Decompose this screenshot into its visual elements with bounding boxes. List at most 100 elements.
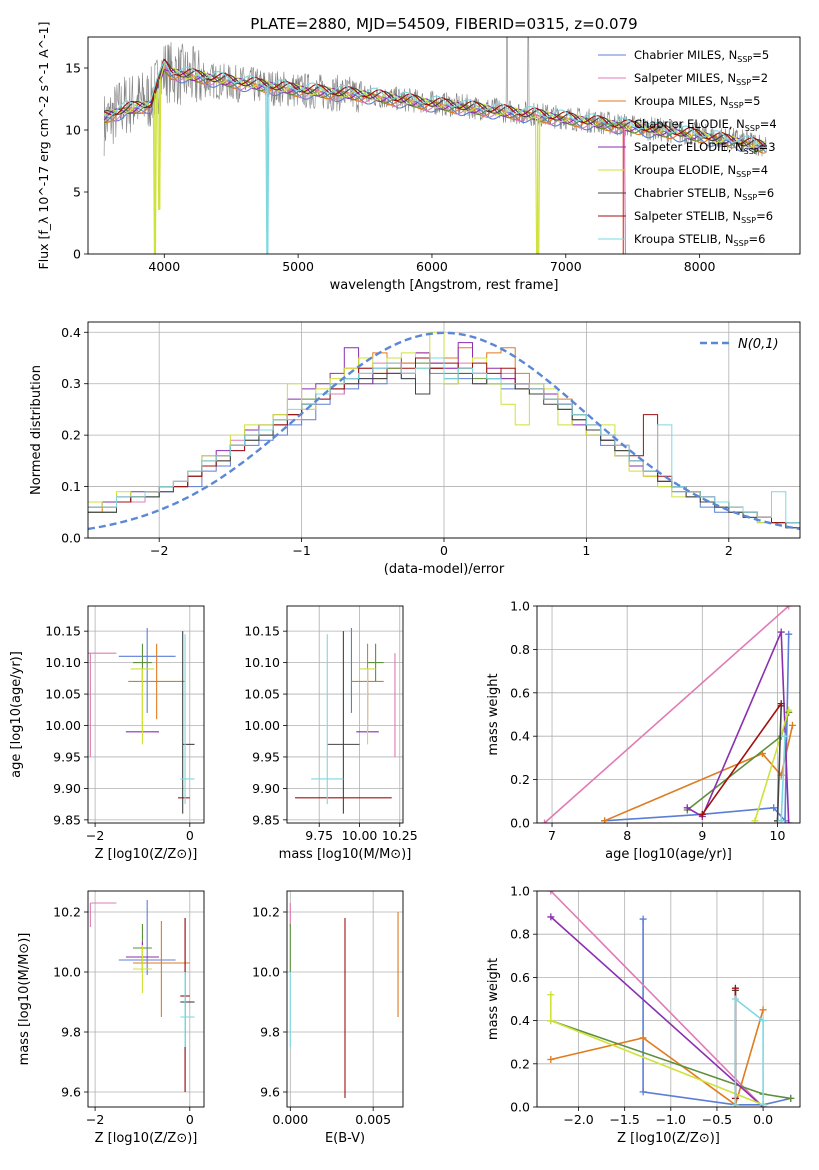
spectrum-xtick-label: 4000 [148, 259, 180, 274]
mass_vs_EBV-xtick-label: 0.000 [272, 1112, 308, 1127]
mass-weight-marker [777, 817, 785, 823]
spectrum-plot-area [103, 37, 767, 254]
residuals-xtick-label: 1 [582, 543, 590, 558]
spectrum-ytick-label: 0 [73, 247, 81, 262]
mass-weight-marker [547, 891, 555, 895]
gaussian-reference-curve [88, 331, 800, 531]
mass-weight-marker [759, 1017, 767, 1025]
mass-weight-line [754, 709, 790, 822]
age_vs_mass-ytick-label: 9.90 [252, 781, 280, 796]
spectrum-legend: Chabrier MILES, NSSP=5 Salpeter MILES, NS… [598, 48, 777, 248]
age_vs_mass-ytick-label: 10.05 [244, 687, 280, 702]
model-spectrum-line [103, 58, 767, 149]
weight_vs_Z-frame [536, 890, 801, 1108]
age_vs_Z-plot-area [88, 628, 195, 814]
mass-weight-marker [788, 721, 796, 729]
mass-weight-marker [785, 606, 793, 610]
spectrum-ytick-label: 10 [65, 123, 81, 138]
mass-weight-marker [759, 1101, 767, 1107]
spectrum-xtick-label: 5000 [282, 259, 314, 274]
age_vs_Z-ytick-label: 10.10 [45, 655, 81, 670]
spectrum-xtick-label: 6000 [416, 259, 448, 274]
mass_vs_Z-frame [87, 890, 205, 1108]
age_vs_mass-xtick-label: 9.75 [305, 828, 333, 843]
mass_vs_EBV-xlabel: E(B-V) [325, 1131, 365, 1146]
residuals-ytick-label: 0.3 [61, 376, 81, 391]
mass-weight-marker [770, 804, 778, 812]
weight_vs_Z-xtick-label: −1.0 [656, 1112, 686, 1127]
residuals-panel: −2 −1 0 1 2 0.0 0.1 0.2 0.3 0.4 (data-model)/error… [29, 321, 801, 577]
mass_vs_Z-ytick-label: 10.0 [53, 965, 81, 980]
gaussian-legend-label: N(0,1) [738, 337, 779, 352]
legend-entry: Salpeter MILES, NSSP=2 [634, 71, 768, 87]
mass-weight-marker [639, 1034, 647, 1042]
spectrum-ylabel: Flux [f_λ 10^-17 erg cm^-2 s^-1 A^-1] [36, 22, 51, 270]
weight_vs_age-xtick-label: 8 [623, 828, 631, 843]
residuals-plot-area [88, 331, 800, 531]
spectrum-frame [87, 36, 801, 255]
mass-weight-marker [759, 1006, 767, 1014]
residuals-ylabel: Normed distribution [29, 365, 44, 495]
model-spectrum-line [103, 59, 767, 147]
mass-weight-marker [547, 913, 555, 921]
mass_vs_EBV-ytick-label: 9.6 [260, 1085, 280, 1100]
legend-entry: Kroupa ELODIE, NSSP=4 [634, 163, 768, 179]
residuals-xtick-label: 2 [725, 543, 733, 558]
weight_vs_Z-ytick-label: 0.4 [510, 1013, 530, 1028]
age_vs_Z-ytick-label: 10.15 [45, 624, 81, 639]
residuals-xtick-label: 0 [440, 543, 448, 558]
spectrum-xtick-label: 7000 [550, 259, 582, 274]
mass_vs_Z-ylabel: mass [log10(M/M⊙)] [17, 933, 32, 1066]
mass-weight-marker [751, 817, 759, 823]
mass_vs_Z-xtick-label: −2 [86, 1112, 104, 1127]
mass_vs_Z-ytick-label: 9.6 [61, 1085, 81, 1100]
legend-entry: Salpeter ELODIE, NSSP=3 [634, 140, 776, 156]
residuals-xtick-label: −2 [150, 543, 168, 558]
age_vs_mass-ytick-label: 10.00 [244, 718, 280, 733]
weight_vs_Z-panel: −2.0 −1.5 −1.0 −0.5 0.0 0.0 0.2 0.4 0.6 0.8 1.0 Z [… [486, 884, 801, 1146]
spectrum-xlabel: wavelength [Angstrom, rest frame] [330, 278, 559, 293]
age_vs_mass-panel: 9.75 10.00 10.25 9.85 9.90 9.95 10.00 10.05 10.1… [244, 605, 418, 862]
weight_vs_Z-ytick-label: 0.6 [510, 970, 530, 985]
residuals-xlabel: (data-model)/error [384, 562, 505, 577]
weight_vs_age-plot-area [541, 606, 796, 823]
weight_vs_age-xtick-label: 9 [698, 828, 706, 843]
weight_vs_Z-ytick-label: 0.2 [510, 1056, 530, 1071]
mass-weight-marker [731, 1101, 739, 1107]
mass-weight-line [734, 997, 764, 1105]
mass_vs_EBV-xtick-label: 0.005 [355, 1112, 391, 1127]
residuals-xtick-label: −1 [292, 543, 310, 558]
age_vs_mass-xlabel: mass [log10(M/M⊙)] [279, 847, 412, 862]
mass_vs_EBV-frame [286, 890, 404, 1108]
age_vs_Z-xtick-label: 0 [186, 828, 194, 843]
residuals-frame [87, 321, 801, 539]
age_vs_Z-frame [87, 605, 205, 824]
age_vs_mass-xtick-label: 10.25 [382, 828, 418, 843]
model-spectrum-line [103, 70, 767, 152]
weight_vs_age-ytick-label: 0.4 [510, 729, 530, 744]
mass-weight-line [550, 1009, 764, 1107]
mass-weight-marker [785, 819, 793, 823]
weight_vs_Z-xtick-label: −2.0 [563, 1112, 593, 1127]
age_vs_Z-ylabel: age [log10(age/yr)] [9, 651, 24, 778]
age_vs_Z-xlabel: Z [log10(Z/Z⊙)] [95, 847, 198, 862]
mass_vs_EBV-plot-area [289, 903, 399, 1098]
weight_vs_Z-ytick-label: 1.0 [510, 884, 530, 899]
mass-weight-line [686, 631, 790, 823]
age_vs_Z-xtick-label: −2 [86, 828, 104, 843]
mass-weight-line [701, 703, 782, 815]
age_vs_mass-frame [286, 605, 404, 824]
mass_vs_Z-xtick-label: 0 [186, 1112, 194, 1127]
age_vs_mass-ytick-label: 9.95 [252, 749, 280, 764]
weight_vs_age-frame [536, 605, 801, 824]
legend-entry: Chabrier STELIB, NSSP=6 [634, 186, 774, 202]
weight_vs_Z-xtick-label: −0.5 [702, 1112, 732, 1127]
spectrum-panel: 4000 5000 6000 7000 8000 0 5 10 15 wavelength [An… [36, 22, 801, 293]
mass-weight-marker [601, 817, 609, 823]
weight_vs_age-ytick-label: 0.8 [510, 642, 530, 657]
legend-entry: Chabrier ELODIE, NSSP=4 [634, 117, 777, 133]
legend-entry: Chabrier MILES, NSSP=5 [634, 48, 769, 64]
residual-histogram-step [88, 331, 800, 524]
weight_vs_age-panel: 7 8 9 10 0.0 0.2 0.4 0.6 0.8 1.0 age [log10(age/yr… [486, 599, 801, 862]
figure-title: PLATE=2880, MJD=54509, FIBERID=0315, z=0… [250, 15, 637, 33]
